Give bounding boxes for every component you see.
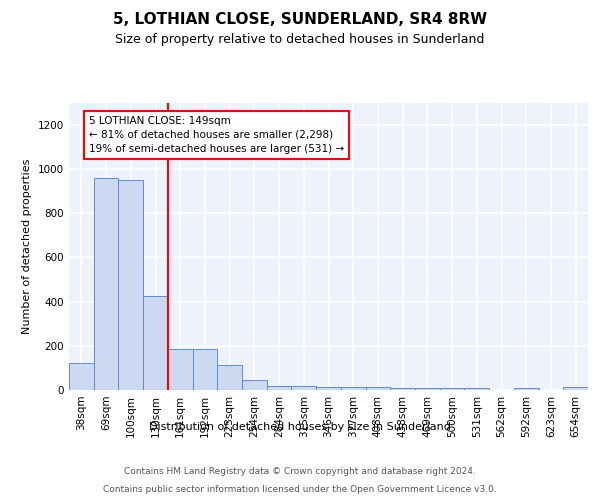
Text: Distribution of detached houses by size in Sunderland: Distribution of detached houses by size … bbox=[149, 422, 451, 432]
Text: Size of property relative to detached houses in Sunderland: Size of property relative to detached ho… bbox=[115, 32, 485, 46]
Bar bbox=[341, 388, 365, 390]
Bar bbox=[464, 388, 489, 390]
Bar bbox=[242, 380, 267, 390]
Bar bbox=[69, 364, 94, 390]
Bar bbox=[193, 349, 217, 390]
Y-axis label: Number of detached properties: Number of detached properties bbox=[22, 158, 32, 334]
Bar bbox=[365, 388, 390, 390]
Bar bbox=[514, 388, 539, 390]
Bar bbox=[440, 388, 464, 390]
Bar bbox=[563, 388, 588, 390]
Text: 5 LOTHIAN CLOSE: 149sqm
← 81% of detached houses are smaller (2,298)
19% of semi: 5 LOTHIAN CLOSE: 149sqm ← 81% of detache… bbox=[89, 116, 344, 154]
Bar bbox=[143, 296, 168, 390]
Text: Contains public sector information licensed under the Open Government Licence v3: Contains public sector information licen… bbox=[103, 485, 497, 494]
Bar bbox=[168, 349, 193, 390]
Bar bbox=[94, 178, 118, 390]
Bar bbox=[217, 364, 242, 390]
Bar bbox=[415, 388, 440, 390]
Bar bbox=[390, 388, 415, 390]
Text: 5, LOTHIAN CLOSE, SUNDERLAND, SR4 8RW: 5, LOTHIAN CLOSE, SUNDERLAND, SR4 8RW bbox=[113, 12, 487, 28]
Bar bbox=[118, 180, 143, 390]
Bar bbox=[316, 386, 341, 390]
Bar bbox=[267, 386, 292, 390]
Bar bbox=[292, 386, 316, 390]
Text: Contains HM Land Registry data © Crown copyright and database right 2024.: Contains HM Land Registry data © Crown c… bbox=[124, 468, 476, 476]
